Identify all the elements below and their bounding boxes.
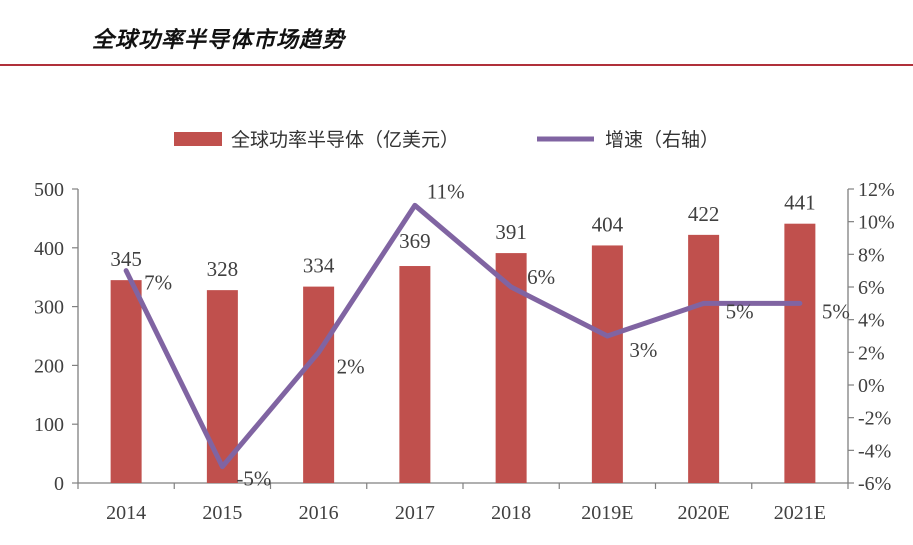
y-right-tick-label: -2% <box>858 408 891 430</box>
line-series <box>123 202 803 470</box>
bar <box>591 245 623 483</box>
legend-swatch-bars <box>174 132 222 146</box>
y-left-tick-label: 300 <box>34 297 64 319</box>
bar-value-label: 334 <box>303 254 335 278</box>
legend-label-line: 增速（右轴） <box>605 129 719 151</box>
growth-value-label: 3% <box>629 338 657 362</box>
growth-value-label: 5% <box>822 299 850 323</box>
legend-label-bars: 全球功率半导体（亿美元） <box>231 129 459 151</box>
x-tick-label: 2015 <box>202 502 242 524</box>
y-right-tick-label: 10% <box>858 212 895 234</box>
bar <box>399 266 431 483</box>
x-tick-label: 2014 <box>106 502 146 524</box>
y-left-tick-label: 200 <box>34 355 64 377</box>
bar-value-label: 422 <box>688 202 720 226</box>
x-tick-label: 2017 <box>395 502 435 524</box>
bar <box>110 280 142 483</box>
bar-value-label: 328 <box>207 257 239 281</box>
y-left-tick-label: 0 <box>54 473 64 495</box>
y-right-tick-label: 6% <box>858 277 885 299</box>
y-right-tick-label: 8% <box>858 244 885 266</box>
bar-value-label: 391 <box>495 220 527 244</box>
growth-value-label: 7% <box>144 271 172 295</box>
growth-value-label: 11% <box>427 179 465 203</box>
bar <box>303 286 335 483</box>
bar <box>688 234 720 483</box>
growth-value-label: 5% <box>726 299 754 323</box>
title-divider <box>0 64 913 66</box>
y-left-tick-label: 400 <box>34 238 64 260</box>
bar-value-label: 345 <box>110 247 142 271</box>
y-left-tick-label: 100 <box>34 414 64 436</box>
bar-value-label: 441 <box>784 191 816 215</box>
axes: 0 100 200 300 400 500 -6% -4% -2% 0% 2% 4% 6% 8% 10% 12… <box>34 179 895 524</box>
chart-title: 全球功率半导体市场趋势 <box>92 28 346 53</box>
legend: 全球功率半导体（亿美元） 增速（右轴） <box>174 129 719 151</box>
bar-value-label: 369 <box>399 229 431 253</box>
y-left-tick-label: 500 <box>34 179 64 201</box>
y-right-tick-label: 4% <box>858 310 885 332</box>
y-right-tick-label: -4% <box>858 440 891 462</box>
y-right-tick-label: -6% <box>858 473 891 495</box>
growth-value-label: 2% <box>337 354 365 378</box>
x-tick-label: 2016 <box>299 502 339 524</box>
bar <box>784 223 816 483</box>
data-labels: 345 328 334 369 391 404 422 441 7% -5% 2% 11% 6% 3% 5%… <box>110 179 850 490</box>
growth-line <box>123 202 803 470</box>
x-tick-label: 2021E <box>774 502 826 524</box>
y-right-tick-label: 0% <box>858 375 885 397</box>
y-right-tick-label: 2% <box>858 342 885 364</box>
y-right-tick-label: 12% <box>858 179 895 201</box>
growth-value-label: -5% <box>236 467 271 491</box>
x-tick-label: 2019E <box>581 502 633 524</box>
growth-value-label: 6% <box>527 265 555 289</box>
x-tick-label: 2018 <box>491 502 531 524</box>
x-tick-label: 2020E <box>678 502 730 524</box>
bar-value-label: 404 <box>592 212 624 236</box>
